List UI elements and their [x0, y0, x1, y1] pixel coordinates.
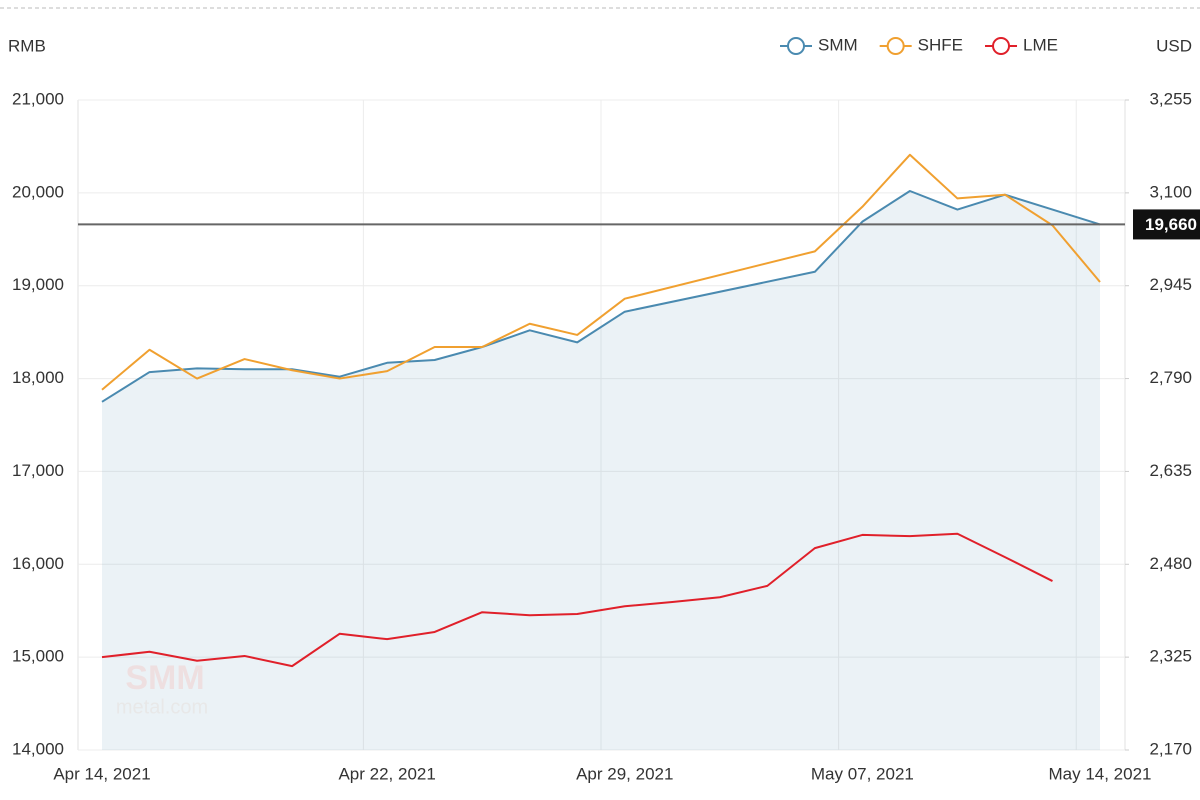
x-tick-label: May 07, 2021 — [811, 764, 914, 783]
reference-label-box — [1133, 209, 1200, 240]
y-tick-label: 14,000 — [12, 739, 64, 758]
legend-label: LME — [1023, 35, 1058, 54]
y2-tick-label: 2,945 — [1149, 275, 1192, 294]
legend-marker — [787, 37, 805, 55]
watermark: SMM — [125, 659, 204, 697]
y-tick-label: 17,000 — [12, 461, 64, 480]
watermark: metal.com — [116, 696, 208, 718]
y-tick-label: 15,000 — [12, 647, 64, 666]
y-tick-label: 16,000 — [12, 554, 64, 573]
y2-tick-label: 2,170 — [1149, 739, 1192, 758]
y-axis-title: RMB — [8, 36, 46, 55]
legend-label: SHFE — [918, 35, 963, 54]
y2-tick-label: 2,635 — [1149, 461, 1192, 480]
y-tick-label: 21,000 — [12, 89, 64, 108]
line — [101, 153, 1101, 391]
y2-tick-label: 2,790 — [1149, 368, 1192, 387]
legend-marker — [992, 37, 1011, 55]
y2-axis-title: USD — [1156, 36, 1192, 55]
y2-tick-label: 3,255 — [1149, 89, 1192, 108]
line — [101, 532, 1053, 668]
reference-label: 19,660 — [1145, 215, 1197, 234]
y2-tick-label: 2,325 — [1149, 647, 1192, 666]
x-tick-label: Apr 22, 2021 — [338, 764, 435, 783]
x-tick-label: Apr 14, 2021 — [53, 764, 150, 783]
legend-label: SMM — [818, 35, 858, 54]
line — [101, 190, 1101, 403]
y2-tick-label: 2,480 — [1149, 554, 1192, 573]
x-tick-label: Apr 29, 2021 — [576, 764, 673, 783]
x-tick-label: May 14, 2021 — [1048, 764, 1151, 783]
y-tick-label: 20,000 — [12, 182, 64, 201]
y-tick-label: 18,000 — [12, 368, 64, 387]
area — [102, 191, 1100, 750]
y-tick-label: 19,000 — [12, 275, 64, 294]
legend-marker — [886, 37, 905, 55]
y2-tick-label: 3,100 — [1149, 182, 1192, 201]
